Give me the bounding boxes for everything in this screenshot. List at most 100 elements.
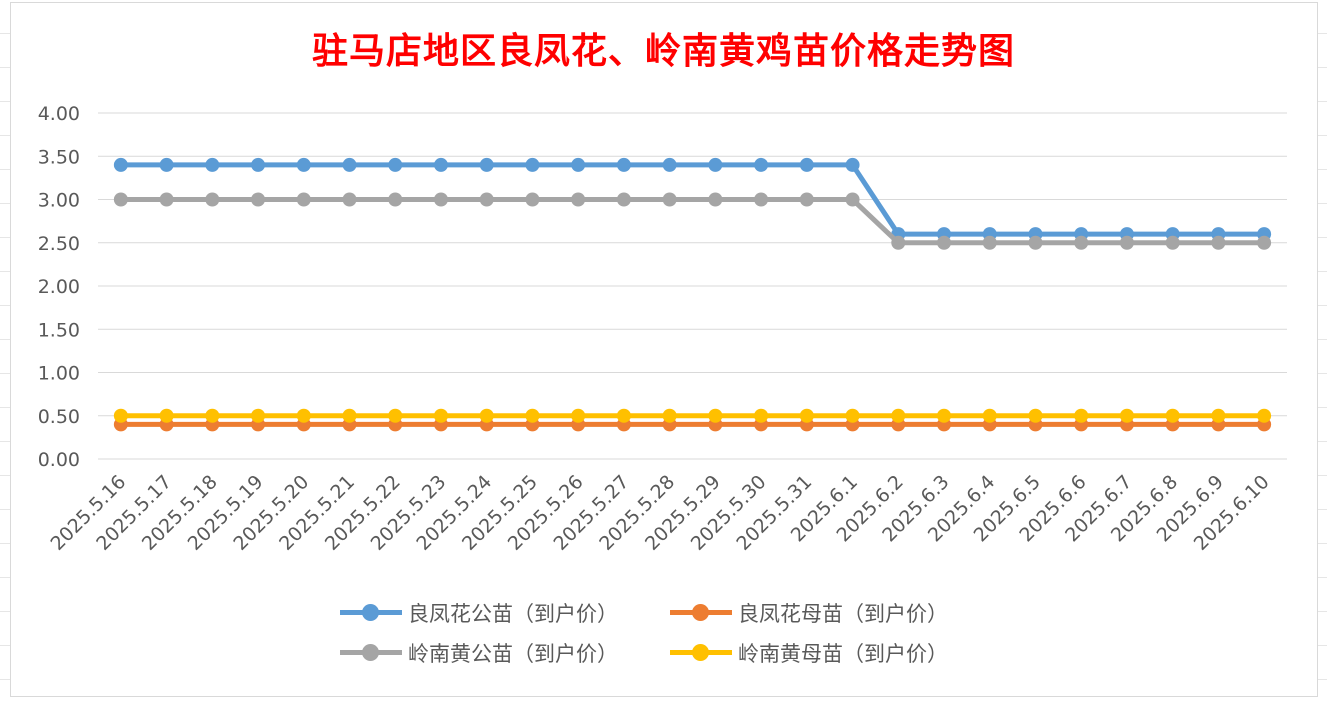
series-0-point-5 [342,157,357,172]
series-2-point-2 [205,192,220,207]
legend-dot-1 [692,604,709,621]
series-2-point-20 [1028,235,1043,250]
legend: 良凤花公苗（到户价） 良凤花母苗（到户价） 岭南黄公苗（到户价） 岭南黄母苗（到… [340,600,1020,666]
series-3-point-12 [662,408,677,423]
series-3-point-7 [433,408,448,423]
y-tick-label-1: 0.50 [38,406,80,428]
y-tick-label-7: 3.50 [38,146,80,168]
legend-marker-icon [670,640,732,666]
legend-marker-icon [670,600,732,626]
series-3-point-22 [1119,408,1134,423]
series-0-point-6 [388,157,403,172]
legend-dot-2 [362,644,379,661]
series-3-point-23 [1165,408,1180,423]
series-0-point-4 [296,157,311,172]
series-2-point-25 [1257,235,1272,250]
series-0-point-9 [525,157,540,172]
series-3-point-21 [1074,408,1089,423]
series-0-point-13 [708,157,723,172]
series-line-0 [118,162,1267,237]
series-0-point-16 [845,157,860,172]
series-3-point-17 [891,408,906,423]
series-2-point-9 [525,192,540,207]
series-3-point-4 [296,408,311,423]
series-2-point-18 [937,235,952,250]
series-2-point-3 [251,192,266,207]
legend-label: 岭南黄母苗（到户价） [738,642,948,666]
series-2-point-23 [1165,235,1180,250]
series-3-point-25 [1257,408,1272,423]
legend-marker-icon [340,600,402,626]
series-2-point-5 [342,192,357,207]
y-tick-label-4: 2.00 [38,276,80,298]
series-2-point-13 [708,192,723,207]
legend-item-series-2[interactable]: 岭南黄公苗（到户价） [340,640,670,666]
legend-item-series-0[interactable]: 良凤花公苗（到户价） [340,600,670,626]
series-3-point-16 [845,408,860,423]
series-0-point-8 [479,157,494,172]
series-2-point-10 [571,192,586,207]
series-3-point-3 [251,408,266,423]
series-2-point-17 [891,235,906,250]
series-2-point-14 [754,192,769,207]
series-2-point-15 [799,192,814,207]
series-2-point-22 [1119,235,1134,250]
series-2-point-21 [1074,235,1089,250]
series-0-point-15 [799,157,814,172]
legend-dot-3 [692,644,709,661]
legend-item-series-1[interactable]: 良凤花母苗（到户价） [670,600,1000,626]
y-tick-label-3: 1.50 [38,319,80,341]
series-2-point-19 [982,235,997,250]
series-0-point-14 [754,157,769,172]
y-tick-label-8: 4.00 [38,103,80,125]
series-2-point-7 [433,192,448,207]
series-2-point-1 [159,192,174,207]
legend-label: 良凤花母苗（到户价） [738,602,948,626]
series-0-point-3 [251,157,266,172]
series-0-point-10 [571,157,586,172]
series-2-point-8 [479,192,494,207]
series-3-point-19 [982,408,997,423]
series-3-point-2 [205,408,220,423]
series-3-point-14 [754,408,769,423]
series-2-point-4 [296,192,311,207]
legend-item-series-3[interactable]: 岭南黄母苗（到户价） [670,640,1000,666]
chart-area[interactable] [10,2,1318,697]
series-3-point-6 [388,408,403,423]
chart-title: 驻马店地区良凤花、岭南黄鸡苗价格走势图 [311,30,1015,72]
series-3-point-20 [1028,408,1043,423]
series-line-2 [118,197,1267,246]
series-0-point-2 [205,157,220,172]
series-3-point-0 [113,408,128,423]
legend-label: 良凤花公苗（到户价） [408,602,618,626]
series-0-point-7 [433,157,448,172]
y-tick-label-2: 1.00 [38,363,80,385]
series-3-point-24 [1211,408,1226,423]
y-tick-label-6: 3.00 [38,190,80,212]
y-tick-label-0: 0.00 [38,449,80,471]
series-2-point-6 [388,192,403,207]
series-2-point-24 [1211,235,1226,250]
series-3-point-8 [479,408,494,423]
series-3-point-9 [525,408,540,423]
legend-label: 岭南黄公苗（到户价） [408,642,618,666]
series-3-point-10 [571,408,586,423]
series-3-point-13 [708,408,723,423]
series-3-point-18 [937,408,952,423]
series-2-point-0 [113,192,128,207]
series-0-point-0 [113,157,128,172]
series-2-point-16 [845,192,860,207]
legend-marker-icon [340,640,402,666]
series-0-point-12 [662,157,677,172]
series-0-point-11 [616,157,631,172]
series-3-point-5 [342,408,357,423]
y-tick-label-5: 2.50 [38,233,80,255]
series-2-point-11 [616,192,631,207]
series-0-point-1 [159,157,174,172]
series-2-point-12 [662,192,677,207]
series-3-point-1 [159,408,174,423]
series-3-point-11 [616,408,631,423]
legend-dot-0 [362,604,379,621]
series-3-point-15 [799,408,814,423]
